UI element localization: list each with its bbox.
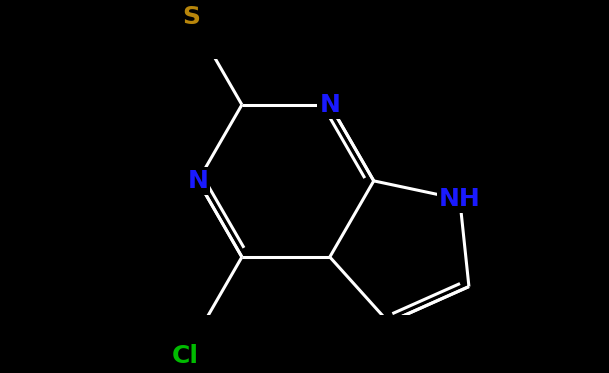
Text: Cl: Cl	[171, 344, 199, 368]
Text: N: N	[319, 93, 340, 117]
Text: N: N	[188, 169, 208, 193]
Text: S: S	[182, 5, 200, 29]
Text: NH: NH	[439, 187, 481, 211]
